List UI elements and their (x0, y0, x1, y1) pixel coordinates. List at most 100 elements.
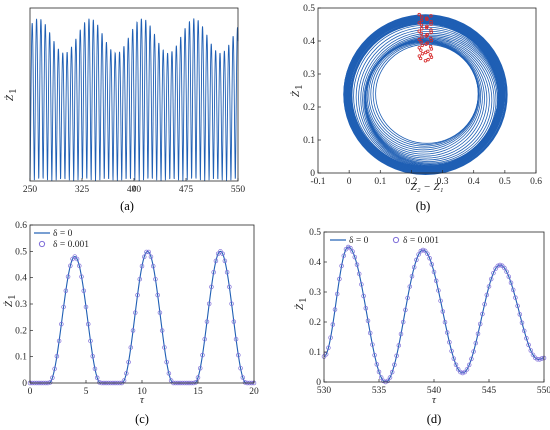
series-marker (469, 356, 474, 362)
poincare-point (425, 41, 430, 45)
series-marker (396, 343, 402, 348)
y-tick-label: 0.2 (15, 326, 27, 336)
x-tick-label: 530 (317, 386, 332, 396)
panel-b-ylabel: Ż 1 (290, 85, 305, 98)
series-marker (56, 338, 62, 344)
panel-a-plot-area (29, 18, 239, 182)
panel-c-ylabel-main: Ż (3, 300, 15, 307)
panel-c-legend-item-1: δ = 0 (53, 229, 73, 239)
panel-c-legend-item-2: δ = 0.001 (53, 240, 89, 250)
series-marker (414, 257, 419, 263)
series-marker (81, 288, 87, 293)
panel-d-legend-item-2: δ = 0.001 (403, 236, 439, 246)
series-marker (326, 345, 331, 351)
series-marker (471, 349, 476, 354)
series-marker (376, 369, 382, 375)
poincare-point (429, 20, 433, 24)
y-tick-label: 0.3 (303, 70, 315, 80)
panel-d-legend: δ = 0 δ = 0.001 (330, 236, 439, 246)
series-marker (378, 375, 384, 380)
series-marker (83, 304, 89, 310)
series-line (29, 18, 239, 182)
panel-b-xlabel: Z₂ − Z₁ (411, 181, 444, 193)
series-marker (328, 335, 333, 340)
y-tick-label: 0.2 (309, 318, 321, 328)
panel-d-xlabel: τ (432, 394, 437, 406)
series-marker (484, 292, 490, 298)
series-marker (535, 357, 540, 362)
panel-a-xlabel: τ (132, 182, 137, 194)
series-marker (162, 345, 167, 350)
series-marker (407, 284, 413, 289)
series-marker (350, 249, 355, 254)
series-marker (72, 254, 78, 259)
y-tick-label: 0.3 (15, 300, 27, 310)
series-marker (229, 301, 234, 307)
panel-b-ticks: -0.1 0 0.1 0.2 0.3 0.4 0.5 0.600.10.20.30.40.5 (303, 4, 542, 187)
series-marker (403, 307, 408, 313)
series-marker (387, 375, 393, 380)
series-marker (451, 356, 457, 361)
poincare-point (428, 53, 433, 57)
series-marker (508, 280, 514, 286)
series-marker (213, 258, 219, 264)
series-marker (519, 320, 525, 326)
series-marker (354, 262, 360, 267)
series-marker (200, 352, 205, 358)
y-tick-label: 0.4 (309, 258, 321, 268)
series-marker (363, 306, 369, 311)
series-marker (54, 353, 60, 359)
series-marker (195, 375, 201, 380)
x-tick-label: 15 (193, 387, 203, 397)
poincare-point (417, 12, 421, 17)
poincare-point (429, 36, 433, 40)
series-marker (209, 284, 214, 290)
series-marker (482, 301, 487, 307)
y-tick-label: 0.4 (15, 274, 27, 284)
series-marker (504, 269, 509, 274)
poincare-point (417, 29, 421, 33)
series-marker (204, 319, 210, 324)
series-marker (206, 301, 212, 307)
panel-b-frame (317, 7, 537, 174)
series-marker (367, 330, 373, 336)
series-marker (63, 288, 69, 293)
series-marker (438, 298, 443, 304)
series-marker (429, 262, 435, 267)
series-marker (486, 284, 492, 289)
orbit-loop (368, 41, 480, 149)
panel-c-plot-area (27, 249, 257, 386)
series-marker (464, 367, 470, 372)
series-marker (128, 345, 134, 350)
poincare-point (420, 51, 425, 56)
poincare-point (419, 31, 423, 36)
x-tick-label: 0.5 (499, 177, 511, 187)
panel-b-ylabel-main: Ż (290, 90, 302, 97)
x-tick-label: 545 (482, 386, 497, 396)
poincare-point (428, 44, 433, 49)
series-marker (352, 254, 358, 260)
poincare-point (419, 40, 423, 44)
series-marker (392, 362, 397, 368)
series-marker (460, 370, 465, 376)
series-marker (157, 310, 163, 315)
poincare-point (417, 54, 422, 58)
series-marker (68, 263, 73, 269)
series-marker (148, 254, 154, 260)
series-marker (166, 371, 172, 376)
poincare-point (426, 57, 430, 62)
series-marker (197, 365, 203, 371)
series-marker (238, 365, 243, 371)
x-tick-label: 535 (372, 386, 387, 396)
series-marker (159, 328, 165, 333)
series-marker (491, 270, 496, 276)
series-marker (370, 342, 375, 347)
series-marker (513, 295, 518, 300)
panel-c-ticks: 0 5 10 15 20 0 0.1 0.2 0.3 0.4 0.5 0.6 (15, 221, 259, 397)
series-marker (94, 375, 100, 381)
series-line (323, 246, 545, 383)
series-marker (361, 293, 366, 299)
series-marker (59, 321, 64, 327)
poincare-point (420, 15, 424, 19)
